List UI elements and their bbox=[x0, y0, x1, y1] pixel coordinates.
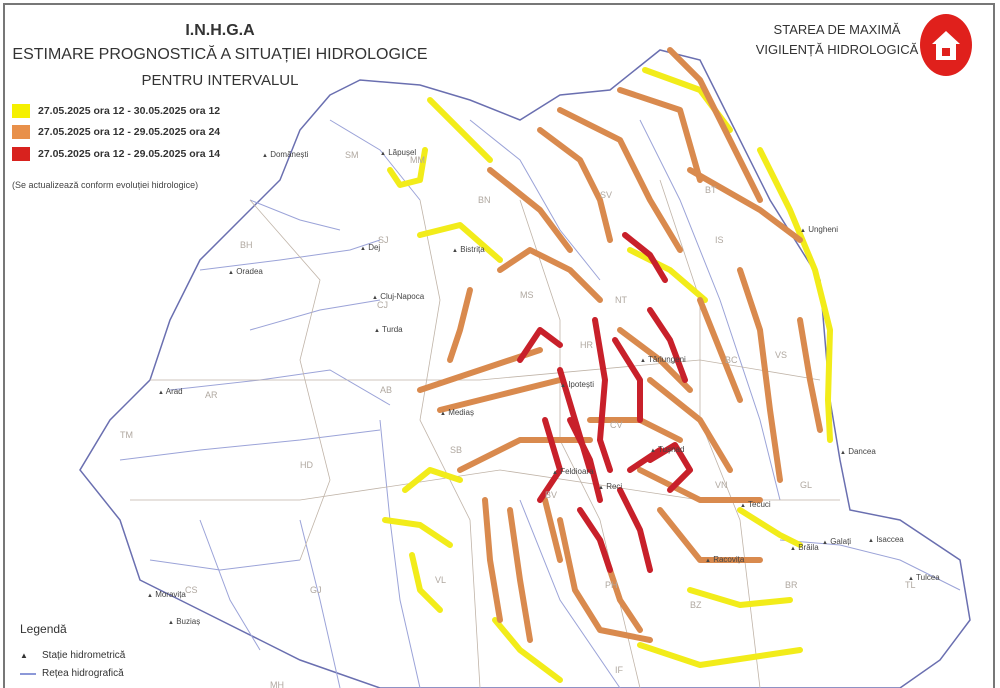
vigilance-label: STAREA DE MAXIMĂ VIGILENȚĂ HIDROLOGICĂ bbox=[752, 20, 922, 60]
county-label: VL bbox=[435, 575, 447, 585]
update-note: (Se actualizează conform evoluției hidro… bbox=[12, 180, 199, 190]
station-label: ▲ Bistrița bbox=[452, 245, 485, 254]
station-label: ▲ Brăila bbox=[790, 543, 819, 552]
county-label: HR bbox=[580, 340, 593, 350]
interval-label: 27.05.2025 ora 12 - 30.05.2025 ora 12 bbox=[38, 105, 221, 117]
county-label: SV bbox=[600, 190, 613, 200]
station-label: ▲ Moravița bbox=[147, 590, 186, 599]
station-label: ▲ Buziaș bbox=[168, 617, 201, 626]
station-label: ▲ Arad bbox=[158, 387, 183, 396]
map-title: ESTIMARE PROGNOSTICĂ A SITUAȚIEI HIDROLO… bbox=[12, 46, 428, 63]
station-label: ▲ Dancea bbox=[840, 447, 876, 456]
legend-network-label: Rețea hidrografică bbox=[42, 668, 124, 679]
house-icon bbox=[920, 14, 972, 76]
warning-rivers-orange bbox=[417, 47, 823, 643]
river-network bbox=[119, 119, 961, 688]
station-label: ▲ Ungheni bbox=[800, 225, 838, 234]
county-label: TL bbox=[905, 580, 916, 590]
county-label: HD bbox=[300, 460, 313, 470]
org-name: I.N.H.G.A bbox=[185, 22, 255, 39]
map-frame bbox=[3, 3, 995, 688]
county-label: BN bbox=[478, 195, 491, 205]
station-label: ▲ Lăpușel bbox=[380, 148, 417, 157]
interval-orange: 27.05.2025 ora 12 - 29.05.2025 ora 24 bbox=[12, 125, 220, 139]
county-label: NT bbox=[615, 295, 627, 305]
interval-yellow: 27.05.2025 ora 12 - 30.05.2025 ora 12 bbox=[12, 104, 220, 118]
county-label: BZ bbox=[690, 600, 702, 610]
line-icon bbox=[20, 672, 36, 675]
legend-title: Legendă bbox=[20, 622, 67, 636]
county-label: BR bbox=[785, 580, 798, 590]
county-label: GL bbox=[800, 480, 813, 490]
county-label: BV bbox=[545, 490, 558, 500]
county-label: IS bbox=[715, 235, 724, 245]
interval-label: 27.05.2025 ora 12 - 29.05.2025 ora 14 bbox=[38, 148, 221, 160]
warning-rivers-yellow bbox=[382, 67, 833, 683]
county-label: AR bbox=[205, 390, 218, 400]
station-label: ▲ Domănești bbox=[262, 150, 309, 159]
legend-station-label: Stație hidrometrică bbox=[42, 650, 126, 661]
station-label: ▲ Racovița bbox=[705, 555, 745, 564]
county-label: BC bbox=[725, 355, 738, 365]
county-label: PH bbox=[605, 580, 618, 590]
legend-network: Rețea hidrografică bbox=[20, 668, 124, 679]
station-label: ▲ Mediaș bbox=[440, 408, 474, 417]
station-label: ▲ Feldioara bbox=[552, 467, 594, 476]
warning-rivers-red bbox=[517, 232, 693, 573]
county-label: VS bbox=[775, 350, 788, 360]
county-label: BT bbox=[705, 185, 717, 195]
legend-station: ▲ Stație hidrometrică bbox=[20, 650, 125, 661]
station-label: ▲ Galați bbox=[822, 537, 852, 546]
orange-swatch bbox=[12, 125, 30, 139]
station-label: ▲ Tecuci bbox=[740, 500, 771, 509]
station-label: ▲ Isaccea bbox=[868, 535, 904, 544]
station-label: ▲ Ipotești bbox=[560, 380, 594, 389]
county-label: MM bbox=[410, 155, 425, 165]
county-label: MH bbox=[270, 680, 284, 688]
station-label: ▲ Tărlungeni bbox=[640, 355, 686, 364]
station-label: ▲ Oradea bbox=[228, 267, 263, 276]
county-label: CJ bbox=[377, 300, 388, 310]
county-label: SJ bbox=[378, 235, 389, 245]
vigilance-line2: VIGILENȚĂ HIDROLOGICĂ bbox=[755, 42, 919, 57]
yellow-swatch bbox=[12, 104, 30, 118]
station-label: ▲ Tuşnad bbox=[650, 445, 685, 454]
red-swatch bbox=[12, 147, 30, 161]
station-label: ▲ Dej bbox=[360, 243, 381, 252]
interval-label: 27.05.2025 ora 12 - 29.05.2025 ora 24 bbox=[38, 126, 221, 138]
station-label: ▲ Tulcea bbox=[908, 573, 940, 582]
county-label: BH bbox=[240, 240, 253, 250]
county-label: IF bbox=[615, 665, 623, 675]
station-label: ▲ Turda bbox=[374, 325, 403, 334]
county-label: CV bbox=[610, 420, 623, 430]
county-label: AB bbox=[380, 385, 393, 395]
vigilance-line1: STAREA DE MAXIMĂ bbox=[773, 22, 901, 37]
county-label: SB bbox=[450, 445, 463, 455]
county-label: CS bbox=[185, 585, 198, 595]
county-label: TM bbox=[120, 430, 133, 440]
county-label: SM bbox=[345, 150, 359, 160]
county-label: VN bbox=[715, 480, 728, 490]
county-label: GJ bbox=[310, 585, 322, 595]
station-label: ▲ Reci bbox=[598, 482, 623, 491]
map-subtitle: PENTRU INTERVALUL bbox=[141, 72, 299, 89]
interval-red: 27.05.2025 ora 12 - 29.05.2025 ora 14 bbox=[12, 147, 220, 161]
station-label: ▲ Cluj-Napoca bbox=[372, 292, 425, 301]
triangle-icon: ▲ bbox=[20, 651, 28, 660]
county-label: MS bbox=[520, 290, 534, 300]
